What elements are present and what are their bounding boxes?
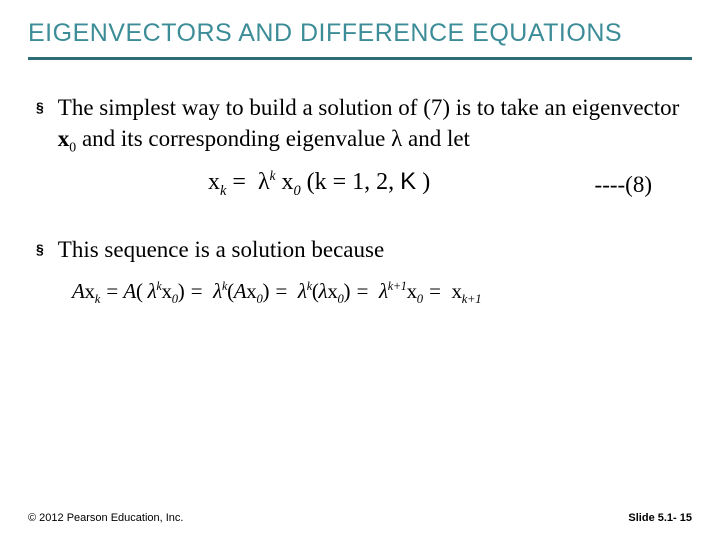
footer-copyright: © 2012 Pearson Education, Inc. [28, 512, 183, 524]
bullet-marker-icon: § [36, 99, 44, 115]
title-underline [28, 57, 692, 60]
bullet-1-mid: and its corresponding eigenvalue λ and l… [76, 126, 470, 151]
footer: © 2012 Pearson Education, Inc. Slide 5.1… [28, 512, 692, 524]
eq-zero: 0 [293, 182, 300, 198]
bullet-marker-icon: § [36, 241, 44, 257]
eq-paren: (k = 1, 2, [301, 169, 401, 195]
equation-proof: Axk = A( λkx0) = λk(Ax0) = λk(λx0) = λk+… [72, 279, 692, 307]
equation-8-row: xk = λk x0 (k = 1, 2, K ) ----(8) [28, 168, 692, 206]
equation-8-label: ----(8) [595, 172, 652, 198]
footer-slide-number: Slide 5.1- 15 [628, 512, 692, 524]
bullet-1-pre: The simplest way to build a solution of … [58, 95, 680, 120]
bullet-1: § The simplest way to build a solution o… [36, 92, 692, 157]
bullet-2-text: This sequence is a solution because [58, 234, 692, 265]
eq-lambda: λ [258, 169, 270, 195]
bullet-2: § This sequence is a solution because [36, 234, 692, 265]
eq-ksup: k [270, 168, 276, 183]
eq-close: ) [416, 169, 430, 195]
bullet-1-text: The simplest way to build a solution of … [58, 92, 692, 157]
vector-x: x [58, 126, 70, 151]
eq-xk: x [208, 169, 220, 195]
slide-title: EIGENVECTORS AND DIFFERENCE EQUATIONS [28, 18, 692, 49]
equation-8: xk = λk x0 (k = 1, 2, K ) [208, 168, 430, 200]
eq-ksym: K [400, 168, 416, 195]
eq-equals: = [226, 169, 252, 195]
eq-x0: x [281, 169, 293, 195]
slide-container: EIGENVECTORS AND DIFFERENCE EQUATIONS § … [0, 0, 720, 540]
